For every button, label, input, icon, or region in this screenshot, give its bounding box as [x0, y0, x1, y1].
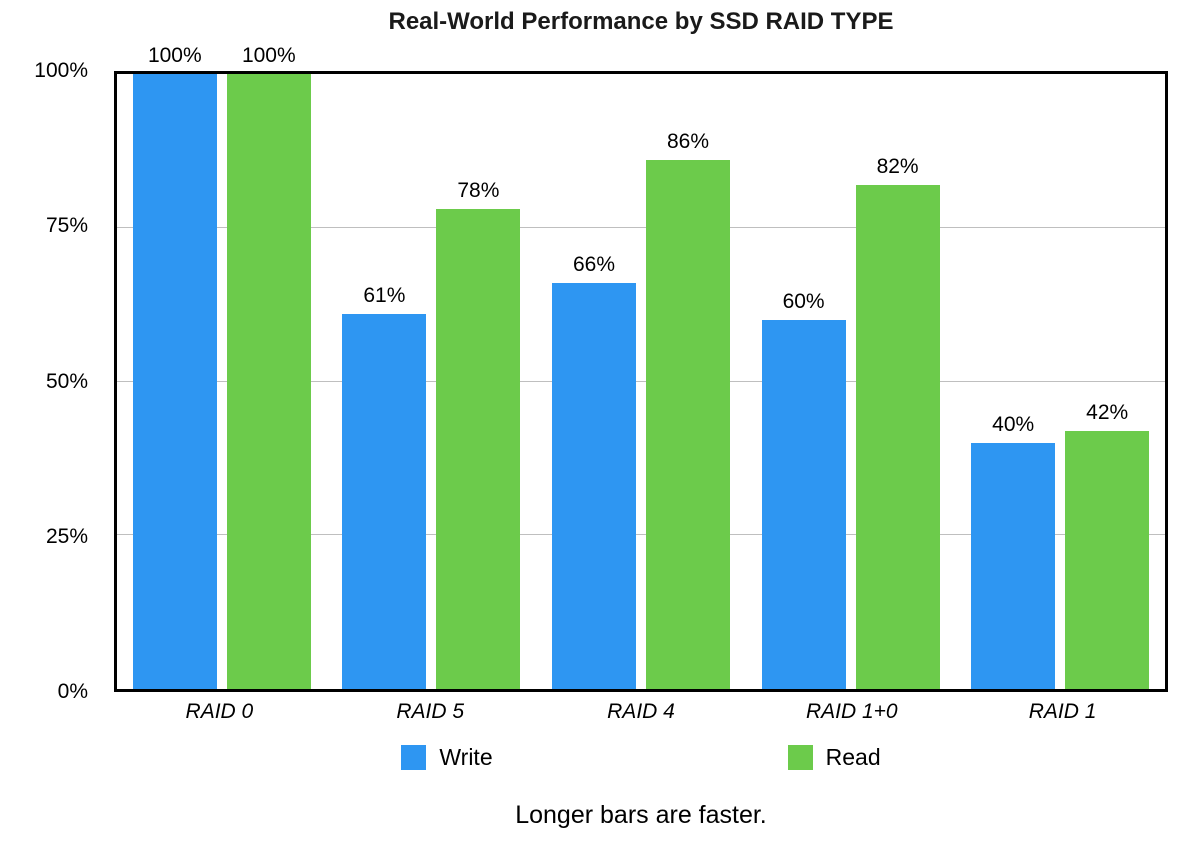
bar-value-label-read-raid-5: 78%	[457, 179, 500, 203]
bar-write-raid-0: 100%	[132, 44, 217, 689]
bar-value-label-write-raid-4: 66%	[572, 253, 615, 277]
bar-value-label-read-raid-1: 42%	[1086, 400, 1129, 424]
bar-value-label-write-raid-1-0: 60%	[782, 290, 825, 313]
bar-read-raid-4: 86%	[645, 130, 730, 689]
legend: Write Read	[114, 744, 1168, 771]
y-tick-label-25: 25%	[45, 524, 88, 548]
y-tick-label-50: 50%	[45, 369, 88, 393]
y-tick-label-75: 75%	[45, 214, 88, 238]
bar-value-label-read-raid-4: 86%	[666, 130, 709, 154]
bar-read-raid-1: 42%	[1065, 401, 1150, 689]
bar-read-raid-5: 78%	[436, 179, 521, 689]
gridline-25	[117, 534, 1165, 536]
bar-write-raid-1-0: 60%	[761, 290, 846, 689]
y-axis: 0% 25% 50% 75% 100%	[0, 59, 114, 703]
gridline-50	[117, 380, 1165, 382]
y-tick-label-100: 100%	[34, 59, 88, 82]
gridline-75	[117, 226, 1165, 228]
bar-read-raid-1-0: 82%	[855, 155, 940, 689]
category-group-raid-4: 66% 86%	[536, 74, 746, 689]
category-group-raid-0: 100% 100%	[117, 44, 327, 689]
bar-read-raid-0: 100%	[226, 44, 311, 689]
legend-item-write: Write	[401, 744, 493, 771]
y-tick-label-0: 0%	[57, 680, 88, 703]
bar-write-raid-5: 61%	[342, 284, 427, 689]
x-axis: RAID 0 RAID 5 RAID 4 RAID 1+0 RAID 1	[114, 700, 1168, 724]
legend-swatch-read	[787, 745, 813, 770]
legend-label-read: Read	[825, 744, 881, 770]
legend-swatch-write	[401, 745, 427, 770]
chart-caption: Longer bars are faster.	[515, 801, 767, 829]
legend-item-read: Read	[787, 744, 881, 771]
bar-value-label-read-raid-0: 100%	[241, 44, 296, 67]
legend-label-write: Write	[439, 744, 493, 770]
plot-area: 100% 100% 61% 78% 66% 86% 60% 82% 40% 42%	[114, 44, 1168, 692]
bar-value-label-write-raid-5: 61%	[363, 283, 406, 307]
category-group-raid-1: 40% 42%	[955, 74, 1165, 689]
bar-value-label-write-raid-1: 40%	[992, 413, 1035, 436]
x-tick-label-raid-1-0: RAID 1+0	[805, 700, 898, 723]
x-tick-label-raid-4: RAID 4	[607, 700, 675, 723]
x-tick-label-raid-0: RAID 0	[185, 700, 254, 723]
x-tick-label-raid-1: RAID 1	[1028, 700, 1097, 723]
bar-value-label-write-raid-0: 100%	[147, 44, 202, 67]
bar-value-label-read-raid-1-0: 82%	[876, 154, 919, 178]
bar-write-raid-4: 66%	[551, 253, 636, 689]
category-group-raid-1-0: 60% 82%	[746, 74, 956, 689]
x-tick-label-raid-5: RAID 5	[396, 700, 465, 723]
chart-title: Real-World Performance by SSD RAID TYPE	[388, 8, 894, 35]
bar-write-raid-1: 40%	[971, 413, 1056, 689]
category-group-raid-5: 61% 78%	[327, 74, 537, 689]
